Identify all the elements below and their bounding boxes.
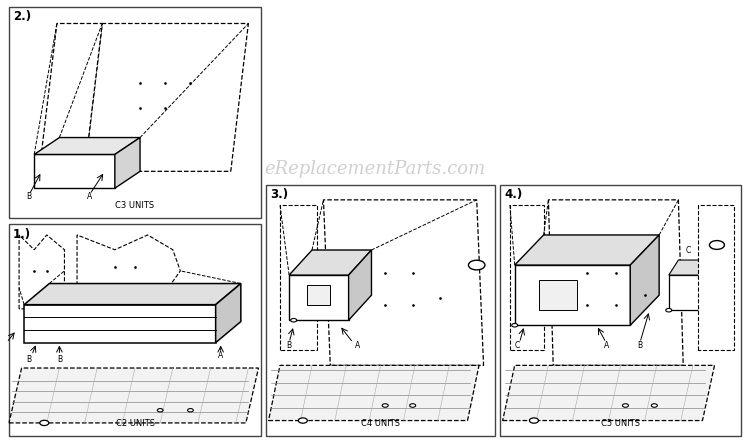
Circle shape (158, 409, 163, 412)
Circle shape (298, 418, 307, 423)
Circle shape (666, 308, 672, 312)
Polygon shape (503, 365, 715, 421)
Text: C5 UNITS: C5 UNITS (602, 419, 640, 428)
Text: 4.): 4.) (504, 188, 522, 202)
Text: A: A (356, 341, 360, 350)
Polygon shape (34, 138, 140, 154)
Text: C: C (686, 246, 691, 254)
Polygon shape (34, 154, 115, 188)
Bar (9, 224, 261, 436)
Polygon shape (24, 304, 216, 343)
Polygon shape (514, 235, 659, 265)
Text: B: B (26, 192, 32, 201)
Text: 2.): 2.) (13, 10, 31, 23)
Polygon shape (669, 275, 703, 310)
Polygon shape (39, 23, 102, 171)
Bar (266, 185, 495, 436)
Text: C3 UNITS: C3 UNITS (116, 201, 154, 210)
Bar (9, 7, 261, 218)
Text: 3.): 3.) (270, 188, 288, 202)
Text: A: A (604, 341, 609, 350)
Text: A: A (87, 192, 92, 201)
Text: eReplacementParts.com: eReplacementParts.com (264, 161, 486, 178)
Polygon shape (115, 138, 140, 188)
Circle shape (530, 418, 538, 423)
Polygon shape (85, 23, 248, 171)
Polygon shape (19, 235, 64, 309)
Circle shape (651, 404, 657, 407)
Text: B: B (286, 341, 292, 350)
Text: C4 UNITS: C4 UNITS (362, 419, 401, 428)
Polygon shape (323, 200, 484, 365)
Circle shape (410, 404, 416, 407)
Circle shape (40, 420, 49, 425)
Text: C2 UNITS: C2 UNITS (116, 419, 154, 428)
Polygon shape (290, 250, 371, 275)
Text: 1.): 1.) (13, 228, 31, 241)
Text: B: B (638, 341, 643, 350)
Text: B: B (57, 355, 62, 364)
Polygon shape (349, 250, 371, 320)
Polygon shape (280, 205, 316, 350)
Polygon shape (290, 275, 349, 320)
Polygon shape (698, 205, 734, 350)
Circle shape (710, 241, 724, 249)
Text: C: C (514, 341, 520, 350)
Polygon shape (308, 285, 330, 305)
Circle shape (291, 319, 297, 322)
Polygon shape (514, 265, 630, 325)
Polygon shape (268, 365, 479, 421)
Text: A: A (218, 351, 223, 360)
Polygon shape (510, 205, 544, 350)
Polygon shape (538, 280, 578, 310)
Bar (500, 185, 741, 436)
Circle shape (622, 404, 628, 407)
Polygon shape (669, 260, 712, 275)
Polygon shape (24, 283, 241, 304)
Polygon shape (216, 283, 241, 343)
Polygon shape (9, 368, 259, 423)
Text: B: B (26, 355, 32, 364)
Polygon shape (630, 235, 659, 325)
Circle shape (188, 409, 194, 412)
Circle shape (512, 323, 518, 327)
Circle shape (469, 260, 485, 270)
Circle shape (382, 404, 388, 407)
Polygon shape (548, 200, 683, 365)
Polygon shape (77, 235, 180, 309)
